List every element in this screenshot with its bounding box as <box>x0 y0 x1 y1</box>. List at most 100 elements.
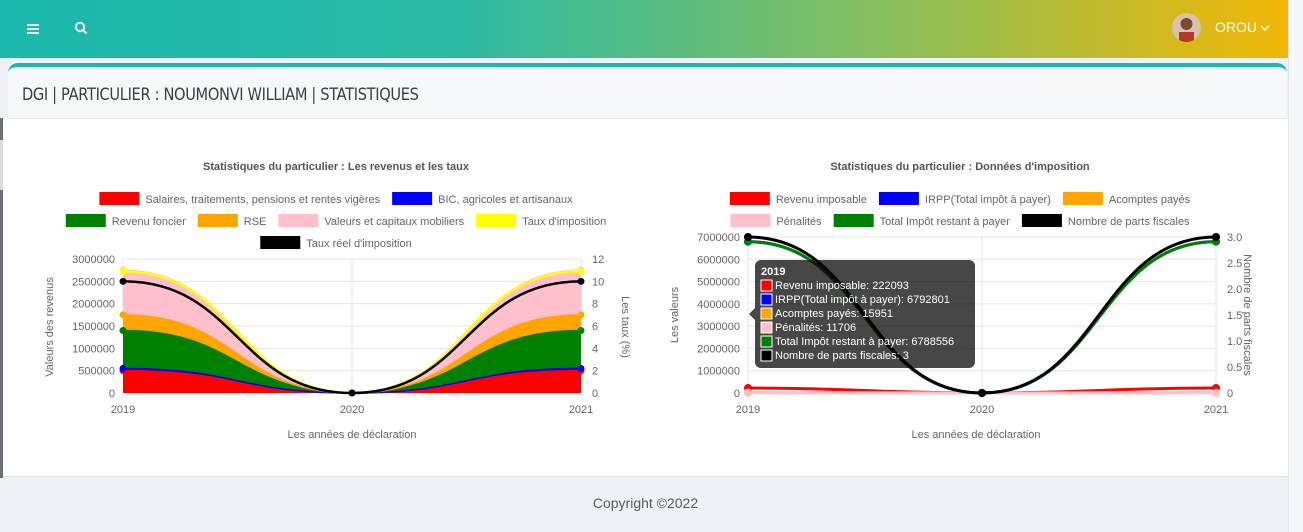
page-title: DGI | PARTICULIER : NOUMONVI WILLIAM | S… <box>22 85 419 105</box>
x-tick-label: 2019 <box>111 404 135 416</box>
tooltip-swatch <box>760 349 773 362</box>
y2-tick-label: 10 <box>592 276 604 288</box>
chevron-down-icon <box>1260 25 1270 31</box>
legend-label: Revenu imposable <box>776 194 867 206</box>
y-tick-label: 3000000 <box>697 321 740 333</box>
x-tick-label: 2020 <box>970 404 994 416</box>
data-point <box>577 267 585 275</box>
legend-swatch <box>878 192 919 205</box>
legend-swatch <box>833 214 874 227</box>
tooltip-line: Acomptes payés: 15951 <box>775 308 893 320</box>
y2-tick-label: 12 <box>592 254 604 266</box>
y-tick-label: 1000000 <box>72 343 115 355</box>
data-point <box>119 364 127 372</box>
y-tick-label: 7000000 <box>697 232 740 244</box>
data-point <box>577 326 585 334</box>
data-point <box>119 311 127 319</box>
y2-axis-label: Les taux (%) <box>619 296 631 358</box>
legend-swatch <box>197 214 238 227</box>
data-point <box>348 389 356 397</box>
legend-swatch <box>1021 214 1062 227</box>
card-body <box>3 119 1288 476</box>
legend-label: BIC, agricoles et artisanaux <box>438 194 573 206</box>
search-icon[interactable] <box>70 17 92 39</box>
user-menu[interactable]: OROU <box>1215 19 1270 35</box>
data-point <box>577 311 585 319</box>
legend-label: RSE <box>244 216 267 228</box>
legend-swatch <box>730 214 771 227</box>
legend-label: Valeurs et capitaux mobiliers <box>324 216 464 228</box>
data-point <box>978 389 986 397</box>
y-tick-label: 6000000 <box>697 254 740 266</box>
donnees-imposition-chart: Statistiques du particulier : Données d'… <box>669 161 1253 441</box>
area-series <box>123 330 581 393</box>
y-tick-label: 2500000 <box>72 276 115 288</box>
tooltip-swatch <box>760 321 773 334</box>
y2-tick-label: 0 <box>1227 388 1233 400</box>
revenus-taux-chart: Statistiques du particulier : Les revenu… <box>44 161 631 441</box>
y-tick-label: 5000000 <box>697 277 740 289</box>
legend-swatch <box>729 192 770 205</box>
x-axis-label: Les années de déclaration <box>911 429 1040 441</box>
legend-swatch <box>476 214 517 227</box>
legend-label: IRPP(Total impôt à payer) <box>925 194 1051 206</box>
y2-tick-label: 1.0 <box>1227 336 1242 348</box>
data-point <box>744 233 752 241</box>
tooltip-line: Nombre de parts fiscales: 3 <box>775 350 909 362</box>
legend-swatch <box>99 192 140 205</box>
data-point <box>577 364 585 372</box>
y2-tick-label: 8 <box>592 299 598 311</box>
y2-tick-label: 2 <box>592 366 598 378</box>
avatar[interactable] <box>1172 13 1201 42</box>
tooltip-line: IRPP(Total impôt à payer): 6792801 <box>775 294 950 306</box>
sidebar-edge-highlight <box>0 140 3 190</box>
tooltip-swatch <box>760 307 773 320</box>
chart-title: Statistiques du particulier : Les revenu… <box>203 161 470 173</box>
y2-tick-label: 1.5 <box>1227 310 1242 322</box>
y-axis-label: Valeurs des revenus <box>44 277 56 377</box>
data-point <box>577 277 585 285</box>
x-tick-label: 2021 <box>569 404 593 416</box>
data-point <box>744 388 752 397</box>
tooltip-title: 2019 <box>761 266 785 278</box>
menu-icon[interactable] <box>22 18 44 40</box>
x-axis-label: Les années de déclaration <box>287 429 416 441</box>
data-point <box>1212 388 1220 397</box>
legend-swatch <box>278 214 319 227</box>
top-navbar: OROU <box>0 0 1288 58</box>
y2-tick-label: 3.0 <box>1227 232 1242 244</box>
y-tick-label: 1000000 <box>697 366 740 378</box>
y-tick-label: 500000 <box>78 366 115 378</box>
legend-label: Total Impôt restant à payer <box>880 216 1011 228</box>
y-tick-label: 0 <box>109 388 115 400</box>
y-tick-label: 1500000 <box>72 321 115 333</box>
legend-swatch <box>65 214 106 227</box>
tooltip-line: Total Impôt restant à payer: 6788556 <box>775 336 954 348</box>
tooltip-swatch <box>760 335 773 348</box>
data-point <box>1212 233 1220 241</box>
y2-tick-label: 2.5 <box>1227 258 1242 270</box>
data-point <box>119 326 127 334</box>
y2-tick-label: 0 <box>592 388 598 400</box>
legend-swatch <box>392 192 433 205</box>
scrollbar[interactable] <box>1288 0 1303 532</box>
chart-title: Statistiques du particulier : Données d'… <box>830 161 1090 173</box>
legend-swatch <box>1062 192 1103 205</box>
data-point <box>119 267 127 275</box>
copyright-text: Copyright ©2022 <box>592 495 699 511</box>
tooltip-line: Revenu imposable: 222093 <box>775 280 909 292</box>
legend-label: Taux réel d'imposition <box>306 238 411 250</box>
card-header: DGI | PARTICULIER : NOUMONVI WILLIAM | S… <box>8 63 1287 119</box>
x-tick-label: 2019 <box>736 404 760 416</box>
y2-tick-label: 6 <box>592 321 598 333</box>
y2-tick-label: 4 <box>592 343 598 355</box>
legend-label: Revenu foncier <box>112 216 186 228</box>
x-tick-label: 2020 <box>340 404 364 416</box>
y-tick-label: 2000000 <box>72 299 115 311</box>
x-tick-label: 2021 <box>1204 404 1228 416</box>
tooltip <box>755 260 975 368</box>
y-tick-label: 2000000 <box>697 343 740 355</box>
y-tick-label: 0 <box>734 388 740 400</box>
footer: Copyright ©2022 <box>3 476 1288 532</box>
legend-swatch <box>260 236 301 249</box>
